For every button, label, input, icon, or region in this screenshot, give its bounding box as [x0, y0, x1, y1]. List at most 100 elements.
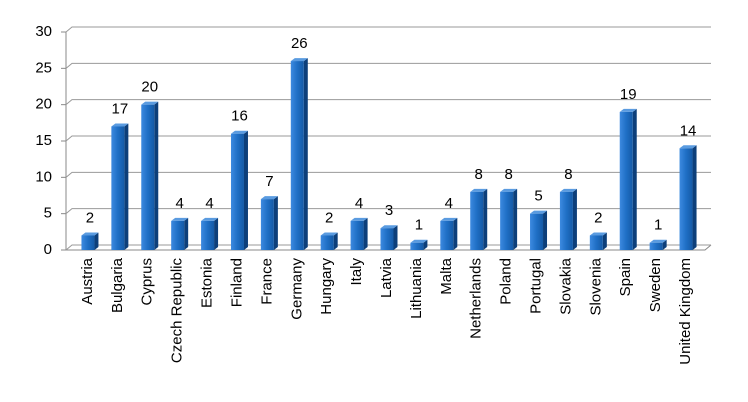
bar-top: [380, 225, 398, 229]
bar: [619, 111, 633, 250]
y-tick-label: 25: [35, 59, 52, 76]
bar: [410, 242, 424, 250]
data-label: 4: [355, 195, 363, 212]
bar: [679, 148, 693, 250]
bar-top: [141, 101, 159, 105]
bar-top: [589, 232, 607, 236]
x-tick-label: Malta: [438, 257, 455, 294]
bar-side: [483, 188, 488, 250]
x-tick-label: Bulgaria: [109, 257, 126, 313]
data-label: 7: [265, 173, 273, 190]
bar: [171, 220, 185, 250]
bar-top: [559, 188, 577, 192]
bar: [440, 220, 454, 250]
grid-line: [65, 26, 711, 33]
y-tick-label: 5: [44, 205, 52, 222]
bar-top: [230, 130, 248, 134]
x-tick-label: Slovakia: [557, 257, 574, 314]
x-tick-label: Czech Republic: [169, 258, 186, 364]
data-label: 8: [475, 166, 483, 183]
x-tick-label: France: [258, 258, 275, 305]
bar: [230, 133, 244, 250]
x-tick-label: Estonia: [199, 257, 216, 308]
bar-top: [260, 196, 278, 200]
bar-top: [500, 188, 518, 192]
y-tick-label: 20: [35, 96, 52, 113]
bar-side: [662, 239, 667, 250]
floor: [66, 244, 712, 251]
data-label: 16: [231, 108, 248, 125]
data-label: 4: [445, 195, 453, 212]
bar-top: [111, 123, 129, 127]
data-label: 1: [415, 217, 423, 234]
bar: [500, 191, 514, 250]
bar-top: [171, 217, 189, 221]
bar-side: [303, 58, 308, 250]
x-tick-label: Hungary: [318, 258, 335, 315]
x-tick-label: Portugal: [527, 258, 544, 314]
bar-top: [201, 217, 219, 221]
bar: [380, 228, 394, 250]
x-tick-label: United Kingdom: [677, 258, 694, 365]
x-tick-label: Latvia: [378, 257, 395, 298]
data-label: 4: [205, 195, 213, 212]
y-tick-label: 10: [35, 168, 52, 185]
bar-side: [692, 145, 697, 250]
bar-top: [619, 108, 637, 112]
bar-side: [333, 232, 338, 250]
bar-top: [649, 239, 667, 243]
data-label: 8: [564, 166, 572, 183]
bar: [589, 235, 603, 250]
data-label: 26: [291, 35, 308, 52]
bar-side: [393, 225, 398, 250]
x-tick-label: Germany: [288, 258, 305, 320]
data-label: 2: [594, 209, 602, 226]
y-tick-label: 0: [44, 241, 52, 258]
bar-top: [320, 232, 338, 236]
bar-side: [453, 217, 458, 250]
x-tick-label: Netherlands: [468, 258, 485, 339]
x-tick-label: Slovenia: [587, 257, 604, 315]
data-label: 2: [325, 209, 333, 226]
grid-line: [65, 171, 711, 178]
bar-side: [214, 217, 219, 250]
bar: [530, 213, 544, 250]
bar-side: [273, 196, 278, 250]
bar-side: [243, 130, 248, 250]
bar-top: [530, 210, 548, 214]
bar: [111, 126, 125, 250]
data-label: 20: [141, 79, 158, 96]
bar-side: [602, 232, 607, 250]
bar-side: [632, 108, 637, 250]
bar-top: [410, 239, 428, 243]
bar-side: [572, 188, 577, 250]
bar-side: [543, 210, 548, 250]
bar-side: [513, 188, 518, 250]
y-tick-label: 30: [35, 23, 52, 40]
bar-top: [470, 188, 488, 192]
bar-side: [154, 101, 159, 251]
bar: [260, 199, 274, 250]
x-tick-label: Finland: [228, 258, 245, 307]
data-label: 17: [112, 100, 129, 117]
bar-top: [290, 58, 308, 62]
x-tick-label: Lithuania: [408, 257, 425, 319]
grid-line: [65, 244, 711, 251]
x-tick-label: Sweden: [647, 258, 664, 312]
data-label: 19: [620, 86, 637, 103]
bar: [141, 104, 155, 251]
bar-top: [81, 232, 99, 236]
bar: [649, 242, 663, 250]
x-tick-label: Italy: [348, 258, 365, 286]
bar: [559, 191, 573, 250]
data-label: 1: [654, 217, 662, 234]
grid-line: [65, 135, 711, 142]
bar-side: [423, 239, 428, 250]
bar-side: [94, 232, 99, 250]
x-tick-label: Cyprus: [139, 258, 156, 306]
x-tick-label: Spain: [617, 258, 634, 296]
bar-side: [363, 217, 368, 250]
data-label: 2: [86, 209, 94, 226]
x-tick-label: Poland: [498, 258, 515, 305]
